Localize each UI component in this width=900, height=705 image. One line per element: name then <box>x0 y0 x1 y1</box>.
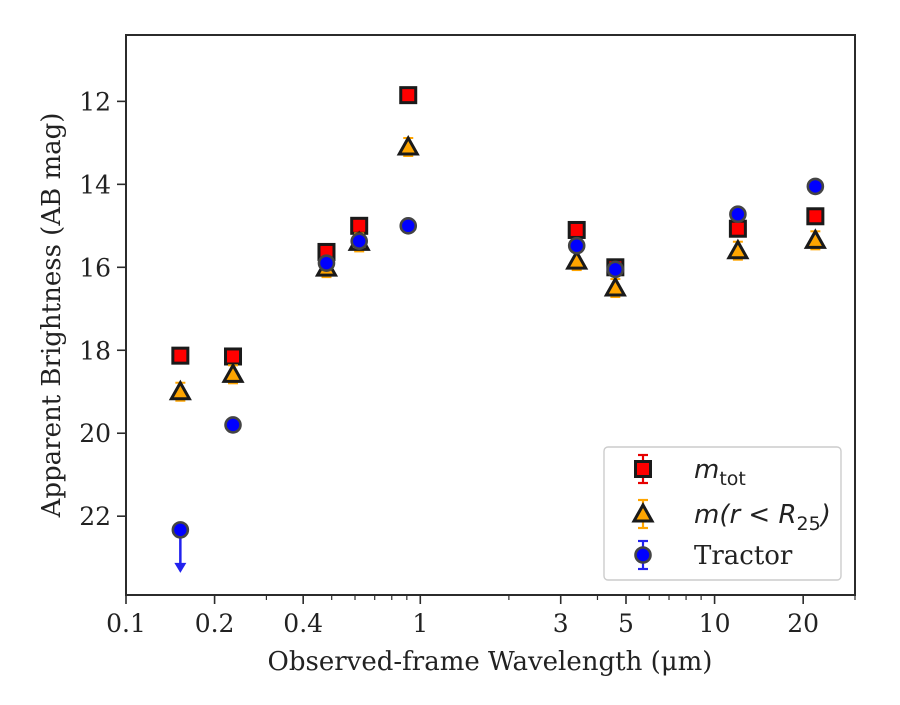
tractor-point <box>317 254 336 272</box>
x-tick-label: 0.2 <box>195 609 235 638</box>
mr25-point <box>603 275 627 299</box>
y-axis-title: Apparent Brightness (AB mag) <box>37 113 67 519</box>
mtot-point-marker <box>806 207 825 226</box>
x-tick-label: 0.4 <box>283 609 323 638</box>
mr25-point-marker <box>803 228 827 249</box>
plot-frame <box>125 34 856 596</box>
tractor-point-marker <box>224 416 242 434</box>
x-tick-label: 3 <box>553 609 569 638</box>
mr25-point-marker <box>221 362 245 383</box>
mr25-point-marker <box>603 275 627 297</box>
legend: mtot m(r < R25) Tractor <box>603 446 842 581</box>
mtot-point <box>171 346 190 365</box>
legend-label: Tractor <box>694 541 793 571</box>
x-tick-label: 20 <box>787 609 819 638</box>
mr25-point-marker <box>565 249 589 270</box>
tractor-point-marker <box>567 236 586 255</box>
mr25-point <box>396 134 420 157</box>
mr25-point <box>803 228 827 251</box>
legend-label: mtot <box>694 455 746 490</box>
tractor-point-marker <box>350 232 368 250</box>
x-tick-label: 0.1 <box>106 609 146 638</box>
legend-item: m(r < R25) <box>631 498 831 535</box>
y-tick-label: 14 <box>79 170 111 199</box>
tractor-point-marker <box>606 260 625 279</box>
mr25-point <box>168 379 192 402</box>
mtot-point <box>399 86 418 105</box>
data-layer <box>168 86 827 573</box>
mr25-point-marker <box>396 134 420 156</box>
y-tick-label: 22 <box>79 502 111 531</box>
mtot-point <box>806 207 825 226</box>
y-tick-label: 20 <box>79 419 111 448</box>
mr25-point <box>726 238 750 261</box>
mr25-point-marker <box>726 238 750 260</box>
mtot-point-marker <box>399 86 418 105</box>
mtot-point <box>224 347 243 366</box>
legend-item: Tractor <box>634 539 793 571</box>
tractor-point <box>806 177 825 196</box>
tractor-point <box>399 217 418 235</box>
mtot-point <box>728 219 747 238</box>
mtot-point-marker <box>224 347 243 366</box>
legend-item: mtot <box>634 453 746 490</box>
upper-limit-arrowhead <box>174 562 187 573</box>
x-tick-label: 1 <box>412 609 428 638</box>
y-tick-label: 16 <box>79 253 111 282</box>
x-tick-label: 5 <box>618 609 634 638</box>
tractor-point-marker <box>806 177 825 196</box>
mtot-point-marker <box>171 346 190 365</box>
tractor-point-marker <box>317 254 336 272</box>
mtot-point <box>567 220 586 239</box>
legend-marker <box>634 546 652 564</box>
tractor-point <box>729 205 747 223</box>
legend-box <box>603 446 842 581</box>
y-tick-label: 18 <box>79 336 111 365</box>
axes: 0.1 0.2 0.4 1 3 5 10 20 12 14 16 18 20 22 <box>79 87 856 638</box>
tractor-point <box>224 416 242 434</box>
y-tick-label: 12 <box>79 87 111 116</box>
mr25-point <box>565 249 589 272</box>
mr25-point <box>221 362 245 385</box>
x-tick-label: 10 <box>699 609 731 638</box>
mtot-point-marker <box>567 220 586 239</box>
mr25-point-marker <box>168 379 192 401</box>
tractor-point <box>350 232 368 250</box>
legend-label: m(r < R25) <box>694 500 831 535</box>
tractor-point-marker <box>729 205 747 223</box>
mtot-point-marker <box>728 219 747 238</box>
tractor-point <box>567 236 586 255</box>
legend-marker <box>634 460 652 478</box>
tractor-point <box>606 260 625 279</box>
tractor-point-marker <box>399 217 418 235</box>
x-axis-title: Observed-frame Wavelength (μm) <box>268 647 713 677</box>
tractor-point <box>171 521 190 573</box>
tractor-point-marker <box>171 521 190 539</box>
legend-marker <box>631 501 655 523</box>
